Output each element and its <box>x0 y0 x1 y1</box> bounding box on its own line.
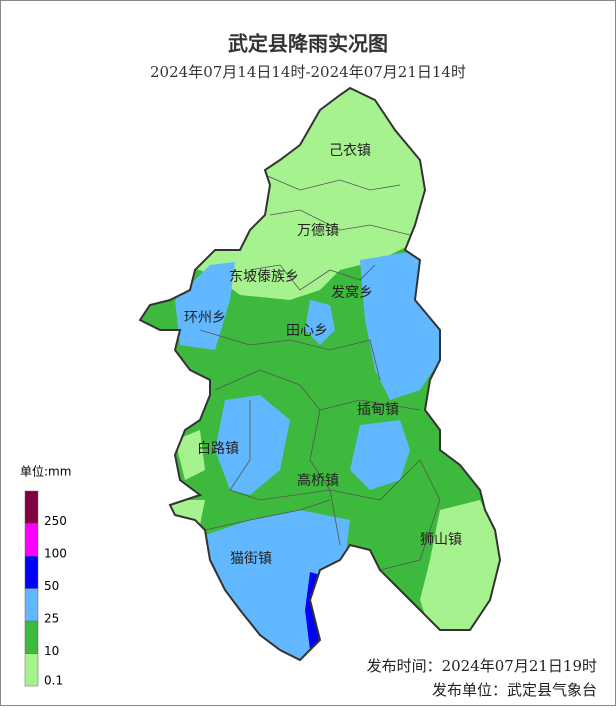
legend-label: 10 <box>44 644 59 658</box>
legend-swatch <box>24 523 39 557</box>
legend-label: 50 <box>44 579 59 593</box>
legend-label: 250 <box>44 514 67 528</box>
place-label: 东坡傣族乡 <box>229 269 299 285</box>
footer-time: 发布时间：2024年07月21日19时 <box>367 657 597 675</box>
footer-unit: 发布单位：武定县气象台 <box>432 681 597 699</box>
legend-label: 0.1 <box>44 674 63 688</box>
place-label: 己衣镇 <box>329 143 371 159</box>
place-label: 狮山镇 <box>420 532 462 548</box>
place-label: 发窝乡 <box>331 284 373 301</box>
place-label: 白路镇 <box>197 441 239 457</box>
place-label: 高桥镇 <box>297 472 339 489</box>
place-label: 万德镇 <box>297 223 339 239</box>
title: 武定县降雨实况图 <box>228 32 388 56</box>
legend-label: 100 <box>44 547 67 561</box>
legend-swatch <box>24 588 39 622</box>
legend-swatch <box>24 555 39 589</box>
legend-swatch <box>24 620 39 654</box>
legend-swatch <box>24 653 39 687</box>
legend-label: 25 <box>44 612 59 626</box>
place-label: 插甸镇 <box>357 402 399 418</box>
place-label: 环州乡 <box>184 310 226 326</box>
subtitle: 2024年07月14日14时-2024年07月21日14时 <box>150 63 466 81</box>
legend-unit: 单位:mm <box>20 464 71 479</box>
place-label: 猫街镇 <box>230 551 272 567</box>
place-label: 田心乡 <box>286 323 328 339</box>
legend-swatch <box>24 490 39 524</box>
